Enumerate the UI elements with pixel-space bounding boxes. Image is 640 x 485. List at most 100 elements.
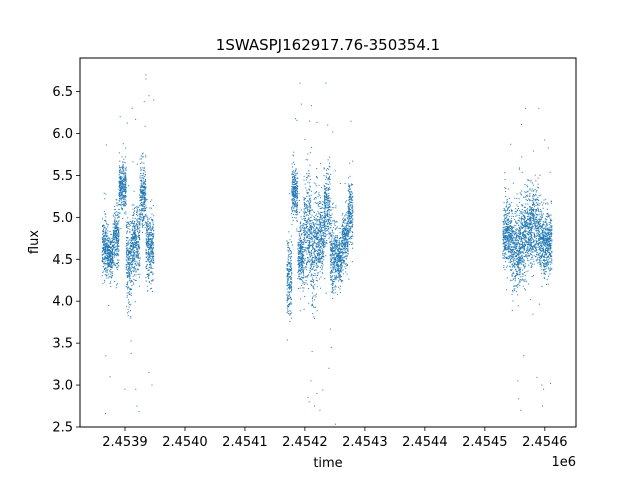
data-point [344, 235, 346, 237]
data-point [329, 205, 331, 207]
data-point [330, 291, 332, 293]
data-point [143, 169, 145, 171]
data-point [312, 285, 314, 287]
data-point [123, 194, 125, 196]
data-point [106, 277, 108, 279]
data-point [109, 243, 111, 245]
data-point [149, 281, 151, 283]
data-point [304, 241, 306, 243]
data-point [300, 272, 302, 274]
data-point [133, 221, 135, 223]
data-point [297, 190, 299, 192]
data-point [305, 159, 307, 161]
data-point [290, 298, 292, 300]
data-point [121, 156, 123, 158]
data-point [320, 238, 322, 240]
data-point [126, 239, 128, 241]
data-point [305, 221, 307, 223]
data-point [308, 170, 310, 172]
data-point [118, 255, 120, 257]
data-point [301, 245, 303, 247]
data-point [126, 267, 128, 269]
data-point [322, 226, 324, 228]
data-point [325, 221, 327, 223]
data-point [332, 243, 334, 245]
data-point [119, 204, 121, 205]
data-point [116, 251, 118, 253]
data-point [130, 270, 132, 272]
data-point [152, 243, 154, 245]
data-point [294, 202, 296, 204]
data-point [345, 214, 347, 216]
data-point [342, 232, 344, 234]
data-point [150, 263, 152, 265]
data-point [145, 184, 147, 186]
data-point [134, 252, 136, 254]
data-point [138, 243, 140, 245]
data-point [345, 229, 346, 231]
data-point [349, 175, 351, 177]
data-point [352, 223, 354, 225]
data-point [105, 213, 107, 215]
data-point [293, 198, 295, 200]
data-point [337, 272, 339, 274]
data-point [299, 251, 301, 253]
data-point [114, 233, 116, 235]
data-point [291, 185, 293, 187]
data-point [331, 279, 333, 281]
data-point [142, 192, 144, 194]
data-point [152, 227, 154, 229]
data-point [301, 224, 303, 226]
data-point [128, 265, 130, 267]
data-point [297, 197, 299, 199]
data-point [140, 186, 142, 188]
data-point [146, 242, 147, 244]
data-point [125, 178, 127, 180]
data-point [147, 219, 149, 221]
data-point [322, 252, 324, 254]
data-point [137, 227, 139, 229]
data-point [116, 255, 118, 257]
data-point [124, 197, 126, 199]
data-point [140, 183, 142, 185]
data-point [118, 265, 120, 267]
data-point [286, 275, 288, 277]
data-point [291, 210, 293, 212]
data-point [331, 250, 333, 252]
data-point [329, 156, 331, 158]
data-point [339, 253, 341, 255]
data-point [316, 234, 318, 236]
data-point [298, 256, 300, 258]
data-point [307, 240, 309, 241]
data-point [142, 184, 144, 186]
data-point [317, 261, 319, 263]
data-point [139, 158, 141, 160]
data-point [325, 203, 327, 205]
data-point [289, 286, 291, 288]
data-point [130, 315, 132, 317]
data-point [348, 185, 350, 187]
data-point [294, 186, 296, 188]
data-point [286, 264, 288, 265]
data-point [144, 183, 146, 185]
data-point [340, 238, 342, 239]
data-point [322, 218, 324, 220]
data-point [126, 295, 128, 297]
data-point [119, 198, 121, 200]
data-point [291, 283, 293, 285]
data-point [318, 221, 320, 223]
data-point [327, 177, 329, 179]
data-point [334, 278, 336, 280]
data-point [142, 205, 144, 207]
data-point [115, 224, 117, 226]
data-point [143, 219, 145, 221]
data-point [313, 253, 315, 255]
data-point [149, 271, 151, 273]
data-point [326, 213, 328, 215]
data-point [346, 242, 348, 244]
data-point [120, 179, 122, 181]
data-point [303, 259, 305, 261]
data-point [328, 222, 330, 224]
data-point [149, 238, 151, 240]
data-point [291, 198, 293, 200]
